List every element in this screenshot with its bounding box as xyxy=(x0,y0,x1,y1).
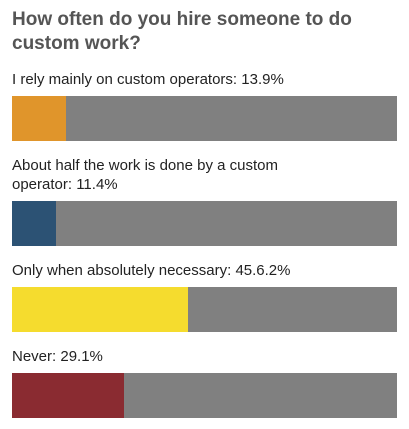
bar xyxy=(12,201,56,246)
option-label: Only when absolutely necessary: 45.6.2% xyxy=(12,262,291,279)
poll-items: I rely mainly on custom operators: 13.9%… xyxy=(12,70,397,418)
poll-chart: How often do you hire someone to do cust… xyxy=(12,9,397,418)
bar-track xyxy=(12,287,397,332)
bar xyxy=(12,287,188,332)
bar-track xyxy=(12,96,397,141)
option-label: Never: 29.1% xyxy=(12,348,103,365)
poll-item: Never: 29.1% xyxy=(12,347,397,418)
bar xyxy=(12,96,66,141)
poll-item: I rely mainly on custom operators: 13.9% xyxy=(12,70,397,141)
bar-track xyxy=(12,201,397,246)
bar-track xyxy=(12,373,397,418)
bar xyxy=(12,373,125,418)
option-label: I rely mainly on custom operators: 13.9% xyxy=(12,71,284,88)
chart-title: How often do you hire someone to do cust… xyxy=(12,9,352,54)
poll-item: About half the work is done by a custom … xyxy=(12,156,397,246)
option-label: About half the work is done by a custom … xyxy=(12,157,278,193)
poll-item: Only when absolutely necessary: 45.6.2% xyxy=(12,261,397,332)
